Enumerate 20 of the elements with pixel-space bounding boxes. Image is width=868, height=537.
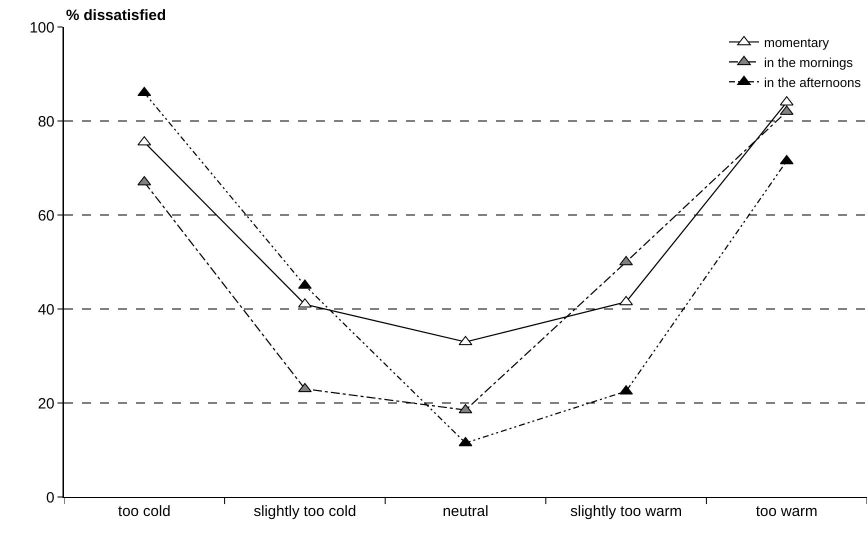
y-tick-label: 40 [38,301,54,318]
point [458,336,472,346]
x-tick-label: too warm [756,503,818,520]
y-tick-label: 20 [38,395,54,412]
y-tick-label: 0 [46,489,54,506]
x-tick-label: neutral [442,503,488,520]
point [298,382,312,392]
legend-label: momentary [764,35,830,50]
x-tick-label: slightly too warm [570,503,682,520]
y-tick-label: 80 [38,113,54,130]
point [619,296,633,306]
x-tick-label: slightly too cold [254,503,356,520]
y-tick-label: 100 [29,19,54,36]
y-axis-title: % dissatisfied [66,7,166,24]
x-tick-label: too cold [118,503,171,520]
point [298,298,312,308]
y-tick-label: 60 [38,207,54,224]
point [458,436,472,446]
legend-label: in the mornings [764,54,854,70]
legend-label: in the afternoons [764,74,862,90]
